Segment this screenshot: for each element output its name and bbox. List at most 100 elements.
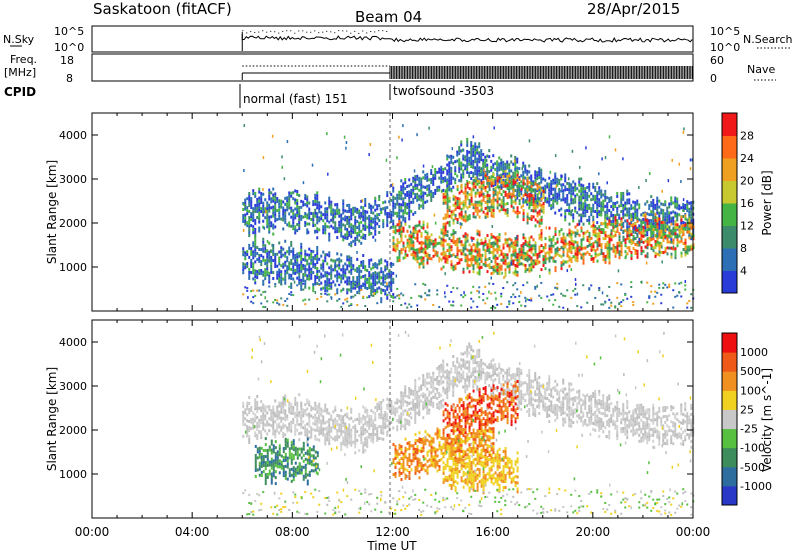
echo-cell bbox=[538, 173, 541, 177]
echo-cell bbox=[486, 264, 489, 268]
echo-cell bbox=[306, 253, 309, 257]
echo-cell bbox=[476, 160, 479, 164]
echo-cell bbox=[516, 185, 519, 189]
echo-cell bbox=[682, 233, 685, 237]
echo-cell bbox=[290, 411, 293, 415]
echo-cell bbox=[514, 246, 517, 250]
echo-cell bbox=[476, 172, 479, 176]
echo-cell bbox=[418, 197, 421, 201]
echo-cell bbox=[398, 294, 401, 297]
echo-cell bbox=[252, 302, 255, 305]
echo-cell bbox=[502, 166, 505, 170]
echo-speckle bbox=[491, 224, 494, 228]
echo-cell bbox=[392, 201, 395, 205]
echo-cell bbox=[302, 408, 305, 412]
echo-cell bbox=[510, 241, 513, 245]
echo-cell bbox=[322, 250, 325, 254]
echo-cell bbox=[382, 270, 385, 274]
echo-cell bbox=[422, 185, 425, 189]
echo-cell bbox=[418, 182, 421, 186]
echo-cell bbox=[512, 250, 515, 254]
echo-cell bbox=[620, 198, 623, 202]
echo-cell bbox=[598, 243, 601, 247]
echo-cell bbox=[652, 219, 655, 223]
echo-cell bbox=[346, 267, 349, 271]
echo-cell bbox=[624, 213, 627, 217]
echo-cell bbox=[254, 245, 257, 249]
echo-cell bbox=[418, 247, 421, 251]
echo-cell bbox=[600, 207, 603, 211]
echo-cell bbox=[364, 280, 367, 284]
echo-cell bbox=[646, 219, 649, 223]
echo-cell bbox=[276, 426, 279, 430]
echo-cell bbox=[402, 188, 405, 192]
echo-cell bbox=[298, 432, 301, 436]
y-tick-label: 3000 bbox=[59, 173, 87, 186]
echo-cell bbox=[520, 187, 523, 191]
echo-cell bbox=[258, 259, 261, 263]
echo-cell bbox=[386, 212, 389, 216]
echo-cell bbox=[256, 289, 259, 292]
echo-cell bbox=[380, 297, 383, 301]
echo-cell bbox=[610, 220, 613, 224]
echo-cell bbox=[454, 166, 457, 170]
echo-cell bbox=[608, 252, 611, 256]
echo-cell bbox=[416, 198, 419, 202]
echo-cell bbox=[486, 184, 489, 188]
echo-cell bbox=[494, 183, 497, 187]
echo-cell bbox=[422, 247, 425, 251]
echo-cell bbox=[570, 233, 573, 237]
echo-cell bbox=[514, 237, 517, 241]
echo-cell bbox=[530, 189, 533, 193]
echo-cell bbox=[262, 282, 265, 286]
echo-cell bbox=[684, 217, 687, 221]
echo-cell bbox=[364, 265, 367, 269]
echo-cell bbox=[392, 271, 395, 275]
echo-cell bbox=[540, 197, 543, 201]
echo-cell bbox=[562, 198, 565, 202]
echo-cell bbox=[314, 437, 317, 441]
echo-cell bbox=[526, 281, 529, 284]
echo-cell bbox=[600, 230, 603, 234]
echo-cell bbox=[514, 210, 517, 214]
echo-cell bbox=[470, 306, 473, 309]
echo-cell bbox=[330, 273, 333, 277]
echo-cell bbox=[456, 159, 459, 163]
echo-cell bbox=[348, 255, 351, 259]
echo-cell bbox=[248, 429, 251, 433]
echo-cell bbox=[252, 289, 255, 292]
echo-speckle bbox=[501, 271, 503, 275]
echo-cell bbox=[438, 241, 441, 245]
echo-cell bbox=[632, 304, 635, 307]
echo-cell bbox=[322, 219, 325, 223]
echo-cell bbox=[498, 209, 501, 213]
echo-cell bbox=[462, 191, 465, 195]
echo-cell bbox=[312, 271, 315, 275]
echo-cell bbox=[380, 210, 383, 214]
colorbar-tick-label: 4 bbox=[740, 265, 747, 278]
echo-cell bbox=[294, 396, 297, 400]
nsearch-dot bbox=[334, 32, 336, 34]
echo-cell bbox=[428, 253, 431, 257]
echo-cell bbox=[480, 184, 483, 188]
echo-cell bbox=[496, 172, 499, 176]
echo-cell bbox=[402, 197, 405, 201]
echo-cell bbox=[440, 174, 443, 178]
echo-cell bbox=[324, 225, 327, 229]
echo-cell bbox=[510, 169, 513, 173]
echo-cell bbox=[690, 216, 693, 220]
echo-cell bbox=[482, 210, 485, 214]
echo-cell bbox=[362, 295, 365, 298]
echo-cell bbox=[452, 253, 455, 257]
echo-cell bbox=[422, 206, 425, 210]
echo-cell bbox=[254, 206, 257, 210]
echo-cell bbox=[298, 281, 301, 285]
echo-cell bbox=[416, 257, 419, 261]
echo-cell bbox=[662, 239, 665, 243]
echo-cell bbox=[424, 245, 427, 249]
echo-cell bbox=[296, 419, 299, 423]
echo-cell bbox=[580, 253, 583, 257]
echo-cell bbox=[502, 246, 505, 250]
echo-cell bbox=[634, 204, 637, 208]
echo-cell bbox=[464, 294, 467, 297]
